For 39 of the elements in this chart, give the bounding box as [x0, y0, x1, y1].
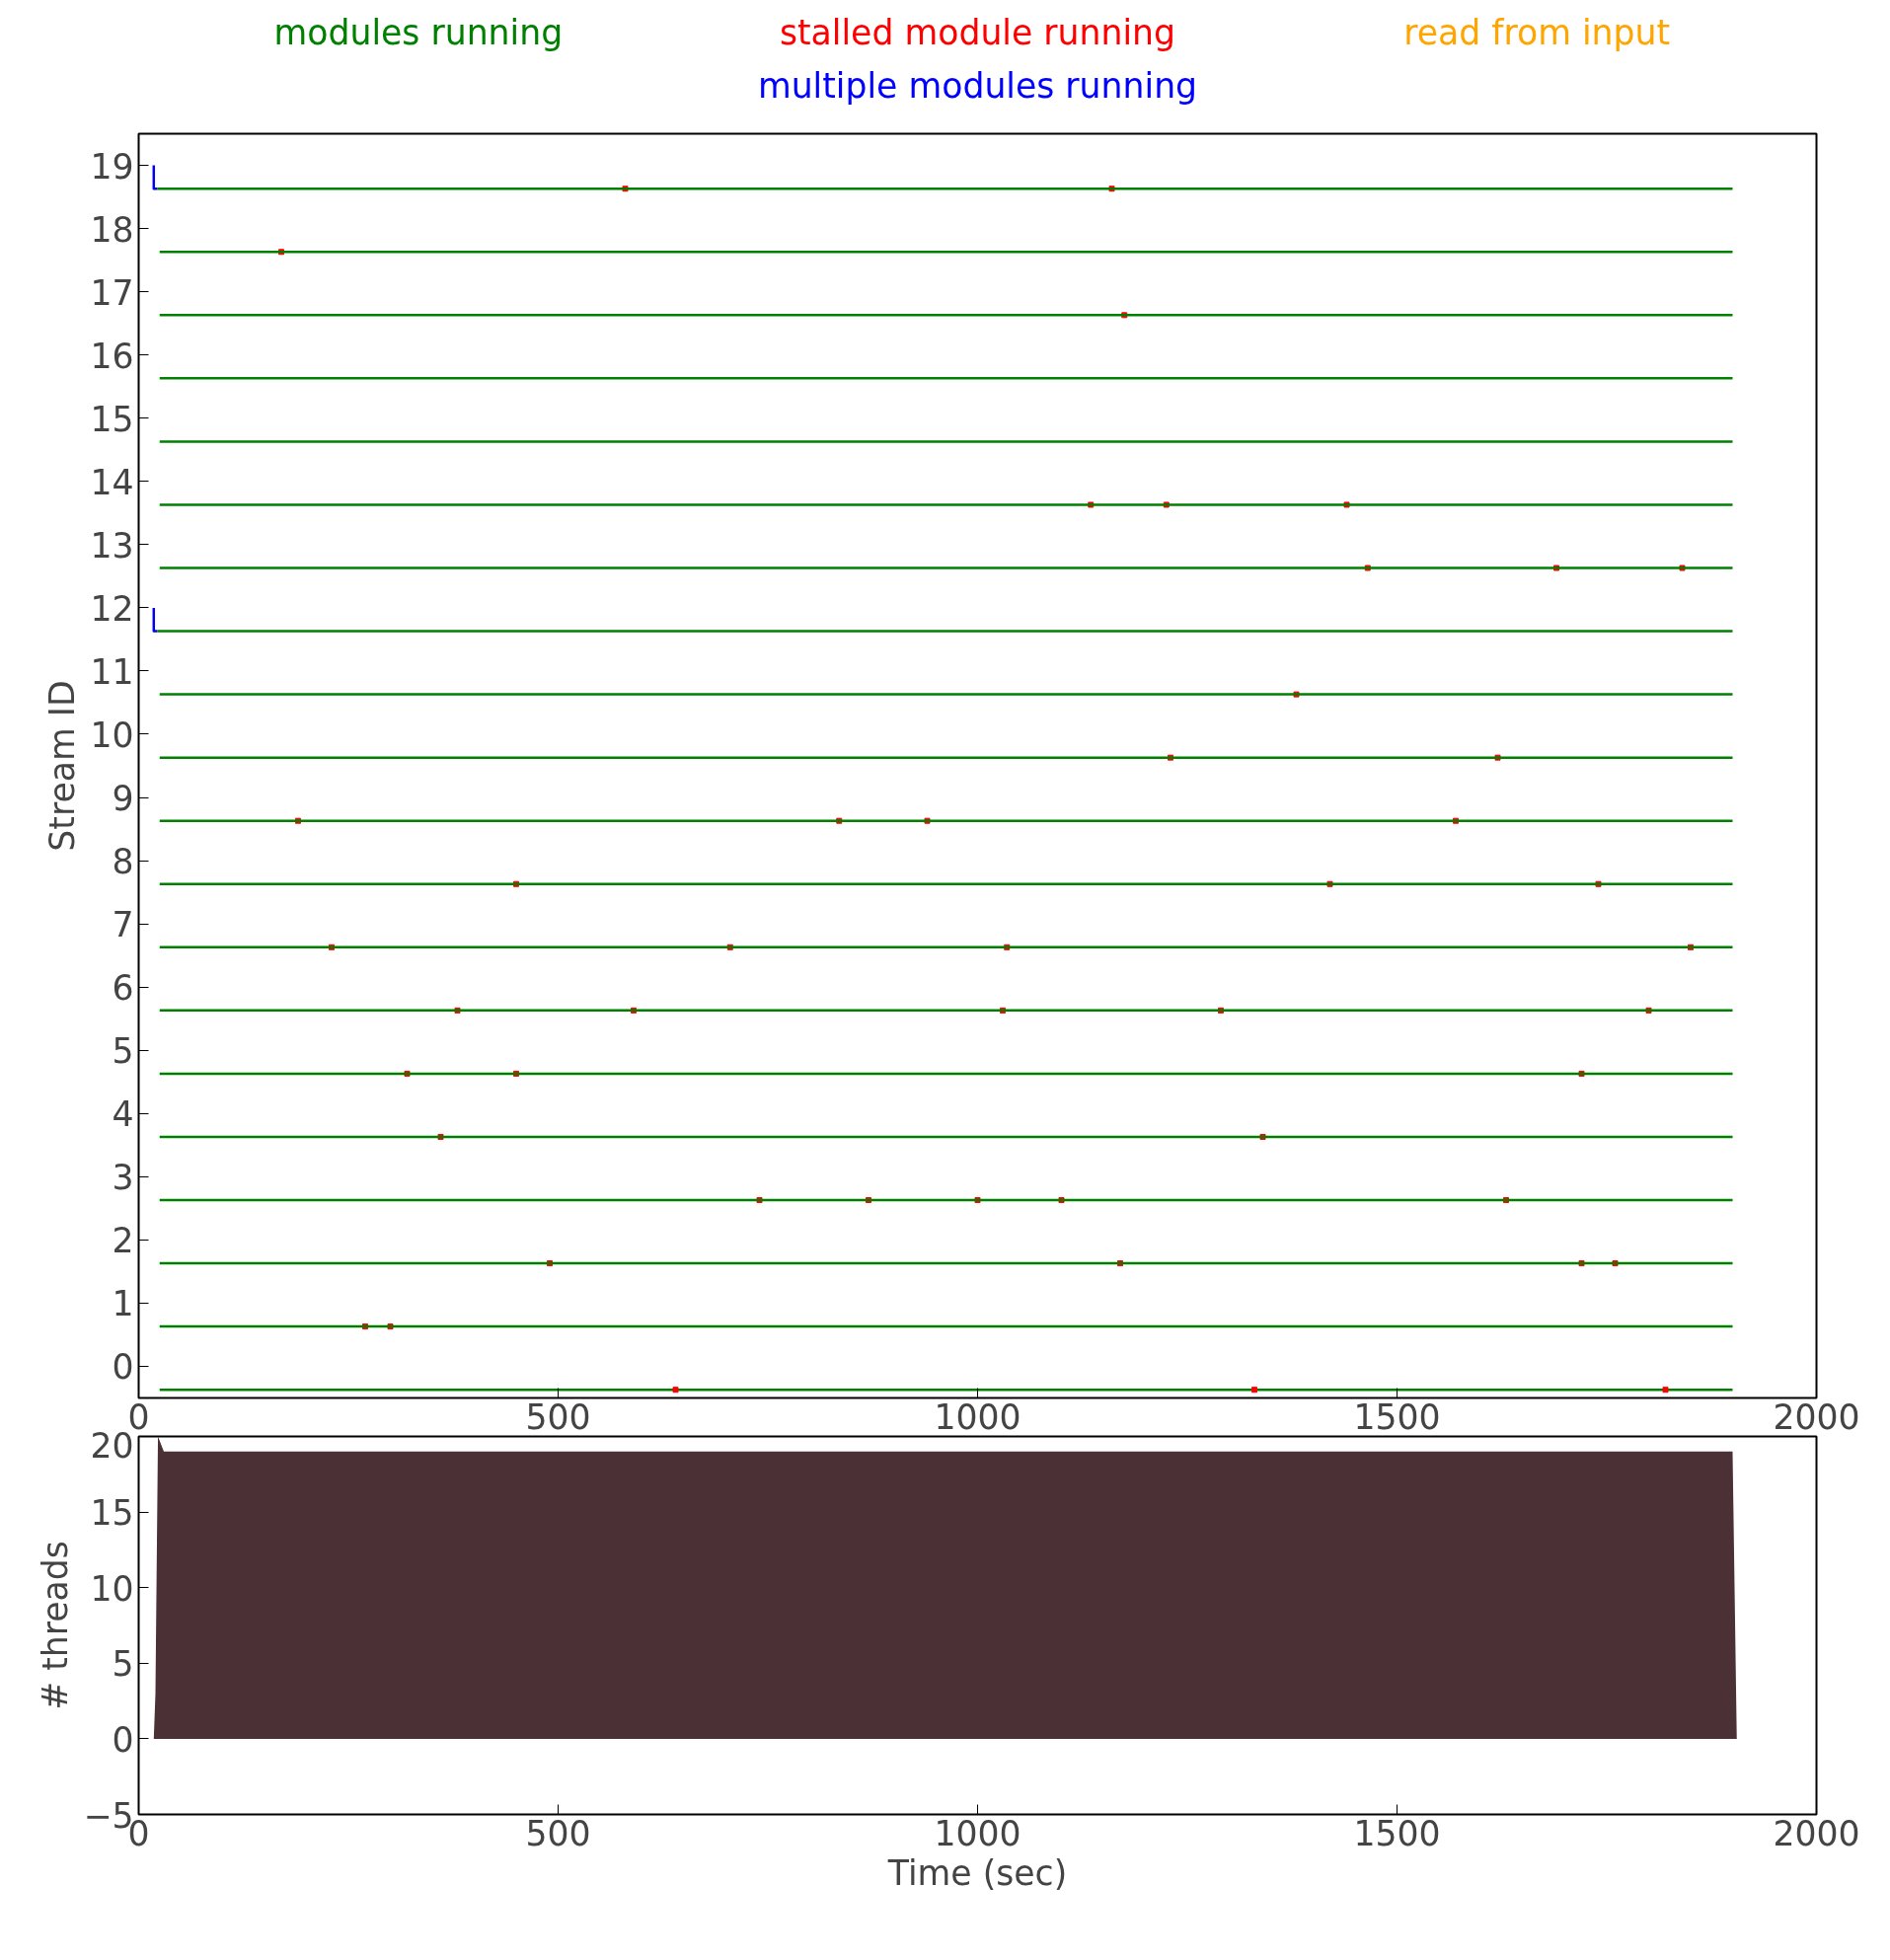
- y-tick-label: 9: [112, 779, 134, 819]
- y-tick-label: 17: [90, 272, 134, 313]
- legend-label: read from input: [1403, 12, 1671, 52]
- x-tick-label: 2000: [1773, 1396, 1860, 1437]
- x-axis-title: Time (sec): [886, 1852, 1068, 1893]
- x-tick-label: 500: [525, 1813, 591, 1853]
- text: multiple modules running: [757, 65, 1198, 106]
- y-tick-label: 0: [112, 1347, 134, 1388]
- y-tick-label: 14: [90, 462, 134, 502]
- x-tick-label: 1500: [1353, 1396, 1441, 1437]
- y-tick-label: 3: [112, 1158, 134, 1198]
- y-tick-label: 4: [112, 1094, 134, 1135]
- x-tick-label: 1500: [1353, 1813, 1441, 1853]
- y-tick-label: 0: [112, 1719, 134, 1760]
- y-tick-label: 18: [90, 209, 134, 250]
- x-tick-label: 1000: [934, 1813, 1021, 1853]
- y-tick-label: 12: [90, 588, 134, 629]
- y-tick-label: 13: [90, 525, 134, 565]
- x-tick-label: 1000: [934, 1396, 1021, 1437]
- y-tick-label: 15: [90, 1493, 134, 1534]
- y-axis-title: Stream ID: [42, 680, 83, 852]
- x-tick-label: 2000: [1773, 1813, 1860, 1853]
- y-tick-label: 7: [112, 905, 134, 945]
- y-tick-label: 2: [112, 1221, 134, 1261]
- y-tick-label: 10: [90, 715, 134, 755]
- y-tick-label: 10: [90, 1568, 134, 1609]
- y-tick-label: 19: [90, 146, 134, 187]
- text: modules running: [273, 12, 564, 52]
- x-tick-label: 500: [525, 1396, 591, 1437]
- y-tick-label: 5: [112, 1031, 134, 1072]
- y-tick-label: 8: [112, 842, 134, 882]
- y-tick-label: 5: [112, 1644, 134, 1685]
- y-tick-label: 15: [90, 399, 134, 439]
- text: stalled module running: [779, 12, 1176, 52]
- y-tick-label: 6: [112, 968, 134, 1009]
- y-tick-label: 11: [90, 651, 134, 692]
- y-axis-title: # threads: [36, 1541, 76, 1710]
- y-tick-label: 1: [112, 1284, 134, 1324]
- y-tick-label: 16: [90, 336, 134, 376]
